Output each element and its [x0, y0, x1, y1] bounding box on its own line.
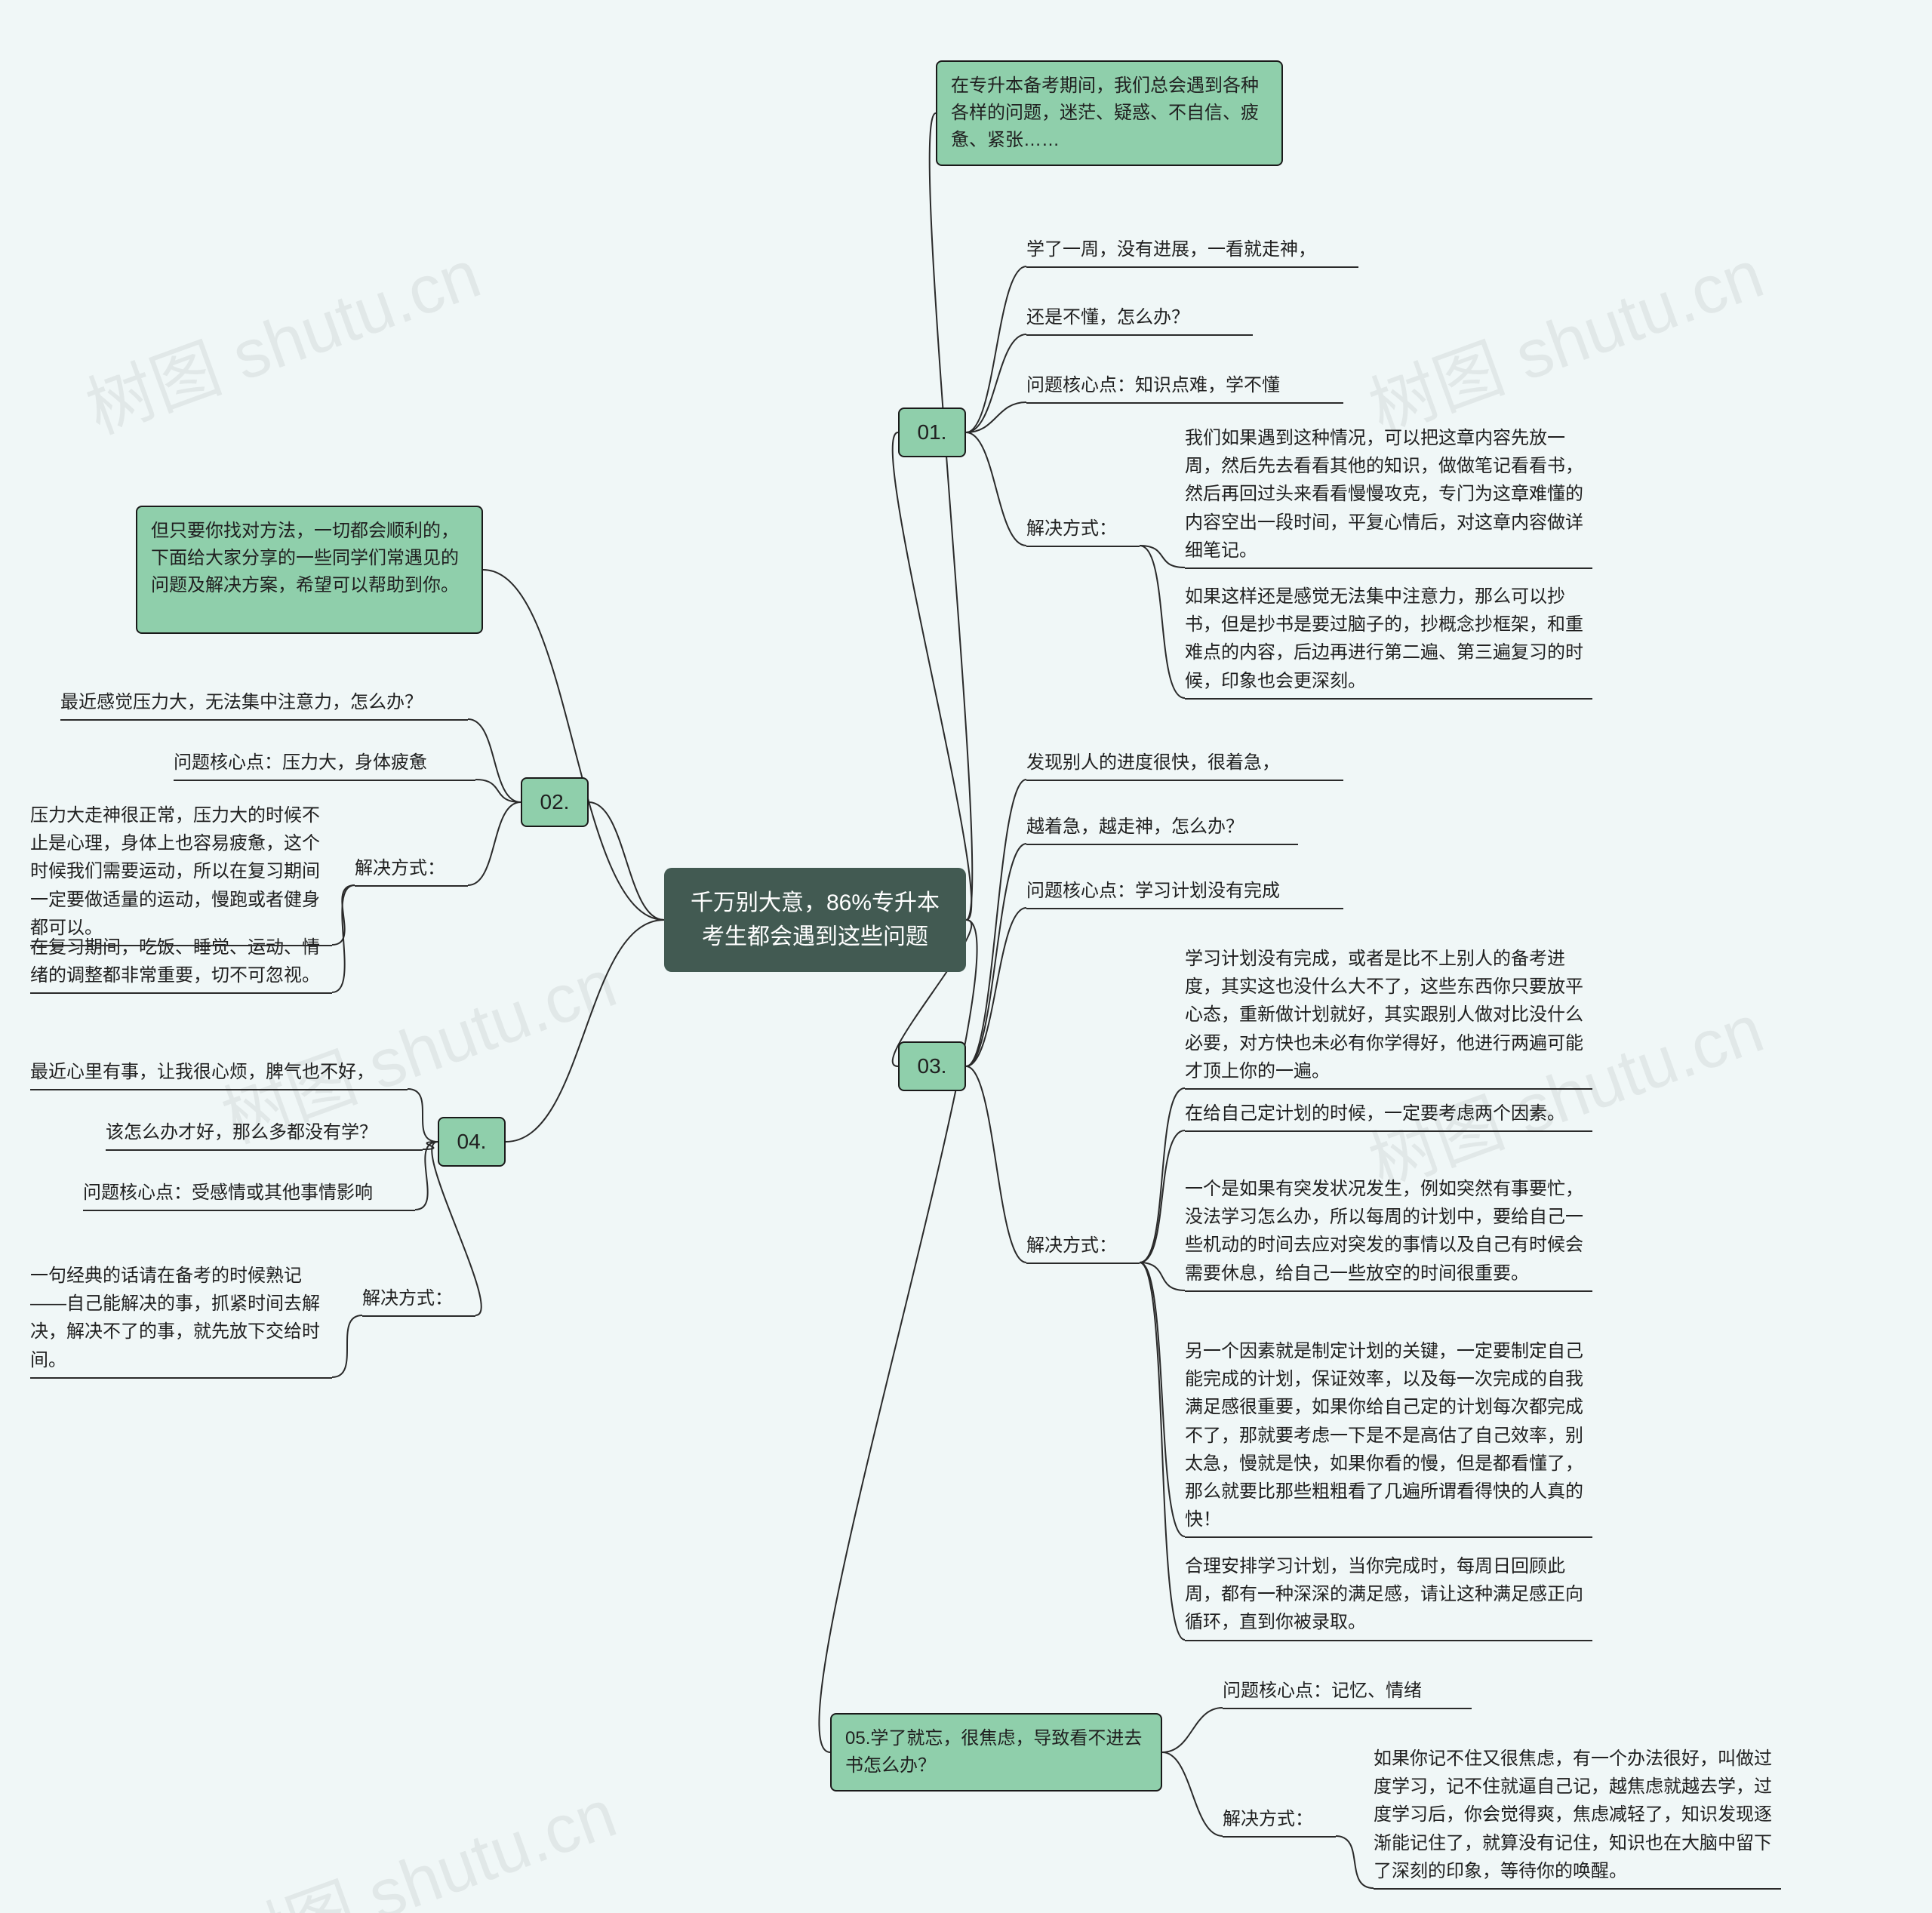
edge-n03_sol-n03_sol_d	[1140, 1263, 1185, 1536]
node-n03[interactable]: 03.	[898, 1041, 966, 1091]
node-n04_sol_a[interactable]: 一句经典的话请在备考的时候熟记——自己能解决的事，抓紧时间去解决，解决不了的事，…	[30, 1260, 332, 1376]
node-n02_sol_a[interactable]: 压力大走神很正常，压力大的时候不止是心理，身体上也容易疲惫，这个时候我们需要运动…	[30, 800, 332, 943]
underline-n01_sol_a	[1185, 567, 1592, 569]
underline-n01_a	[1026, 266, 1358, 268]
edge-n02-n02_a	[468, 719, 521, 802]
underline-n04_sol	[362, 1315, 475, 1317]
node-n02_a[interactable]: 最近感觉压力大，无法集中注意力，怎么办？	[60, 687, 468, 718]
node-n05[interactable]: 05.学了就忘，很焦虑，导致看不进去书怎么办？	[830, 1713, 1162, 1792]
node-n04_b[interactable]: 该怎么办才好，那么多都没有学？	[106, 1117, 423, 1148]
node-n04[interactable]: 04.	[438, 1117, 506, 1167]
underline-n02_sol_a	[30, 945, 332, 946]
edge-n02-n02_sol	[468, 802, 521, 885]
edge-center-n04	[506, 920, 664, 1142]
node-n03_sol_e[interactable]: 合理安排学习计划，当你完成时，每周日回顾此周，都有一种深深的满足感，请让这种满足…	[1185, 1551, 1592, 1638]
node-n03_sol_a[interactable]: 学习计划没有完成，或者是比不上别人的备考进度，其实这也没什么大不了，这些东西你只…	[1185, 943, 1592, 1087]
node-n01_sol_b[interactable]: 如果这样还是感觉无法集中注意力，那么可以抄书，但是抄书是要过脑子的，抄概念抄框架…	[1185, 581, 1592, 697]
edge-n03-n03_c	[966, 908, 1026, 1066]
edge-n01-n01_a	[966, 266, 1026, 432]
edge-n01_sol-n01_sol_b	[1140, 546, 1185, 698]
underline-n04_sol_a	[30, 1377, 332, 1379]
edge-center-n02	[589, 802, 664, 920]
underline-n02_b	[174, 780, 475, 781]
node-n04_a[interactable]: 最近心里有事，让我很心烦，脾气也不好，	[30, 1056, 408, 1087]
node-n05_a[interactable]: 问题核心点：记忆、情绪	[1223, 1675, 1472, 1706]
node-r_intro[interactable]: 在专升本备考期间，我们总会遇到各种各样的问题，迷茫、疑惑、不自信、疲惫、紧张……	[936, 60, 1283, 166]
underline-n04_a	[30, 1089, 408, 1090]
underline-n03_sol_b	[1185, 1130, 1592, 1132]
underline-n03_b	[1026, 844, 1298, 845]
underline-n01_b	[1026, 334, 1253, 336]
node-n03_b[interactable]: 越着急，越走神，怎么办？	[1026, 811, 1298, 842]
underline-n03_sol_c	[1185, 1290, 1592, 1292]
node-n03_sol_c[interactable]: 一个是如果有突发状况发生，例如突然有事要忙，没法学习怎么办，所以每周的计划中，要…	[1185, 1173, 1592, 1289]
edge-n01-n01_c	[966, 402, 1026, 432]
node-n04_sol[interactable]: 解决方式：	[362, 1283, 475, 1314]
edge-n03_sol-n03_sol_e	[1140, 1263, 1185, 1640]
edge-n03_sol-n03_sol_a	[1140, 1088, 1185, 1263]
mindmap-canvas: 树图 shutu.cn树图 shutu.cn树图 shutu.cn树图 shut…	[0, 0, 1932, 1913]
underline-n03_c	[1026, 908, 1343, 909]
edge-center-r_intro	[930, 113, 973, 920]
edge-n03-n03_sol	[966, 1066, 1026, 1263]
underline-n03_a	[1026, 780, 1343, 781]
underline-n04_c	[83, 1210, 415, 1211]
node-n02_sol[interactable]: 解决方式：	[355, 853, 468, 884]
underline-n03_sol_d	[1185, 1536, 1592, 1538]
node-n02_sol_b[interactable]: 在复习期间，吃饭、睡觉、运动、情绪的调整都非常重要，切不可忽视。	[30, 932, 332, 991]
edge-n04-n04_c	[415, 1142, 438, 1210]
edge-n05-n05_a	[1162, 1708, 1223, 1752]
underline-n01_c	[1026, 402, 1343, 404]
edge-n02_sol-n02_sol_a	[332, 885, 355, 945]
underline-n05_sol_a	[1374, 1888, 1781, 1890]
underline-n02_sol	[355, 885, 468, 887]
underline-n02_a	[60, 719, 468, 721]
node-n01_c[interactable]: 问题核心点：知识点难，学不懂	[1026, 370, 1343, 401]
watermark: 树图 shutu.cn	[71, 220, 491, 453]
underline-n05_a	[1223, 1708, 1472, 1709]
edge-n03_sol-n03_sol_c	[1140, 1263, 1185, 1290]
edge-n03_sol-n03_sol_b	[1140, 1130, 1185, 1263]
node-n01[interactable]: 01.	[898, 408, 966, 457]
edge-n04_sol-n04_sol_a	[332, 1315, 362, 1377]
underline-n03_sol_e	[1185, 1640, 1592, 1641]
underline-n04_b	[106, 1149, 423, 1151]
watermark: 树图 shutu.cn	[1354, 220, 1774, 453]
underline-n03_sol_a	[1185, 1088, 1592, 1090]
underline-n03_sol	[1026, 1263, 1140, 1264]
node-n03_sol[interactable]: 解决方式：	[1026, 1230, 1140, 1261]
watermark: 树图 shutu.cn	[207, 1759, 627, 1913]
node-center[interactable]: 千万别大意，86%专升本考生都会遇到这些问题	[664, 868, 966, 972]
node-n01_a[interactable]: 学了一周，没有进展，一看就走神，	[1026, 234, 1358, 265]
underline-n05_sol	[1223, 1836, 1336, 1838]
underline-n02_sol_b	[30, 992, 332, 994]
node-n05_sol_a[interactable]: 如果你记不住又很焦虑，有一个办法很好，叫做过度学习，记不住就逼自己记，越焦虑就越…	[1374, 1743, 1781, 1887]
edge-n01-n01_sol	[966, 432, 1026, 546]
node-n02_b[interactable]: 问题核心点：压力大，身体疲惫	[174, 747, 475, 778]
node-n03_a[interactable]: 发现别人的进度很快，很着急，	[1026, 747, 1343, 778]
node-n01_sol[interactable]: 解决方式：	[1026, 513, 1140, 544]
node-n03_sol_d[interactable]: 另一个因素就是制定计划的关键，一定要制定自己能完成的计划，保证效率，以及每一次完…	[1185, 1336, 1592, 1535]
edge-n01_sol-n01_sol_a	[1140, 546, 1185, 567]
node-n04_c[interactable]: 问题核心点：受感情或其他事情影响	[83, 1177, 415, 1208]
node-n05_sol[interactable]: 解决方式：	[1223, 1804, 1336, 1835]
edge-n02-n02_b	[475, 780, 521, 802]
edge-n05-n05_sol	[1162, 1752, 1223, 1836]
underline-n01_sol	[1026, 546, 1140, 547]
underline-n01_sol_b	[1185, 698, 1592, 700]
edge-n02_sol-n02_sol_b	[332, 885, 355, 992]
node-l_help[interactable]: 但只要你找对方法，一切都会顺利的，下面给大家分享的一些同学们常遇见的问题及解决方…	[136, 506, 483, 634]
node-n02[interactable]: 02.	[521, 777, 589, 827]
edge-n04-n04_b	[423, 1142, 438, 1149]
edge-center-n01	[893, 432, 972, 920]
node-n01_b[interactable]: 还是不懂，怎么办？	[1026, 302, 1253, 333]
node-n03_c[interactable]: 问题核心点：学习计划没有完成	[1026, 875, 1343, 906]
edge-center-l_help	[483, 570, 664, 920]
node-n01_sol_a[interactable]: 我们如果遇到这种情况，可以把这章内容先放一周，然后先去看看其他的知识，做做笔记看…	[1185, 423, 1592, 566]
edge-n01-n01_b	[966, 334, 1026, 432]
edge-n05_sol-n05_sol_a	[1336, 1836, 1374, 1888]
node-n03_sol_b[interactable]: 在给自己定计划的时候，一定要考虑两个因素。	[1185, 1098, 1592, 1129]
edge-n03-n03_a	[966, 780, 1026, 1066]
edge-n03-n03_b	[966, 844, 1026, 1066]
